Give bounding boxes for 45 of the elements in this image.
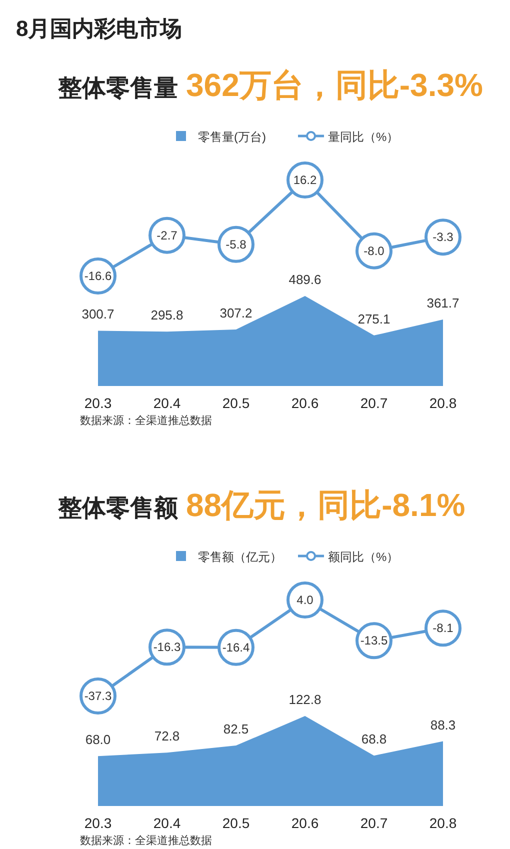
x-tick-label: 20.5 <box>222 395 250 411</box>
x-tick-label: 20.3 <box>84 815 112 831</box>
legend-label: 量同比（%） <box>328 130 399 144</box>
x-tick-label: 20.8 <box>429 815 457 831</box>
data-label: 4.0 <box>296 593 314 607</box>
data-label: 68.0 <box>85 732 111 748</box>
data-label: 489.6 <box>288 272 322 287</box>
data-label: -13.5 <box>360 634 388 648</box>
x-tick-label: 20.7 <box>360 395 388 411</box>
chart-title: 8月国内彩电市场 <box>16 16 182 41</box>
x-tick-label: 20.6 <box>291 395 319 411</box>
data-label: 300.7 <box>82 306 114 322</box>
data-label: 72.8 <box>154 728 180 744</box>
data-label: -16.6 <box>84 269 112 283</box>
data-label: -3.3 <box>432 230 454 244</box>
data-label: 295.8 <box>150 308 184 323</box>
x-tick-label: 20.7 <box>360 815 388 831</box>
chart-subtitle: 整体零售量 362万台，同比-3.3% <box>57 67 483 103</box>
data-label: -16.4 <box>222 640 250 654</box>
legend-label: 额同比（%） <box>328 550 399 564</box>
data-label: 88.3 <box>430 717 456 732</box>
legend-label: 零售额（亿元） <box>198 550 282 564</box>
data-label: 307.2 <box>220 306 252 321</box>
x-tick-label: 20.6 <box>291 815 319 831</box>
chart-title: 整体零售额 88亿元，同比-8.1% <box>57 487 466 523</box>
data-label: 361.7 <box>426 296 460 311</box>
data-label: -8.1 <box>432 621 454 636</box>
source-note: 数据来源：全渠道推总数据 <box>80 834 212 847</box>
x-tick-label: 20.4 <box>153 815 181 831</box>
data-label: -8.0 <box>364 244 385 258</box>
data-label: -2.7 <box>156 228 178 242</box>
data-label: 122.8 <box>288 692 322 707</box>
data-label: 16.2 <box>293 173 317 187</box>
data-label: 82.5 <box>223 722 249 737</box>
source-note: 数据来源：全渠道推总数据 <box>80 414 212 427</box>
data-label: 275.1 <box>358 311 390 326</box>
x-tick-label: 20.8 <box>429 395 457 411</box>
legend-label: 零售量(万台) <box>198 130 266 144</box>
data-label: -16.3 <box>153 640 181 654</box>
x-tick-label: 20.5 <box>222 815 250 831</box>
x-tick-label: 20.4 <box>153 395 181 411</box>
data-label: -5.8 <box>226 237 247 252</box>
x-tick-label: 20.3 <box>84 395 112 411</box>
data-label: 68.8 <box>361 732 387 747</box>
data-label: -37.3 <box>84 689 112 703</box>
